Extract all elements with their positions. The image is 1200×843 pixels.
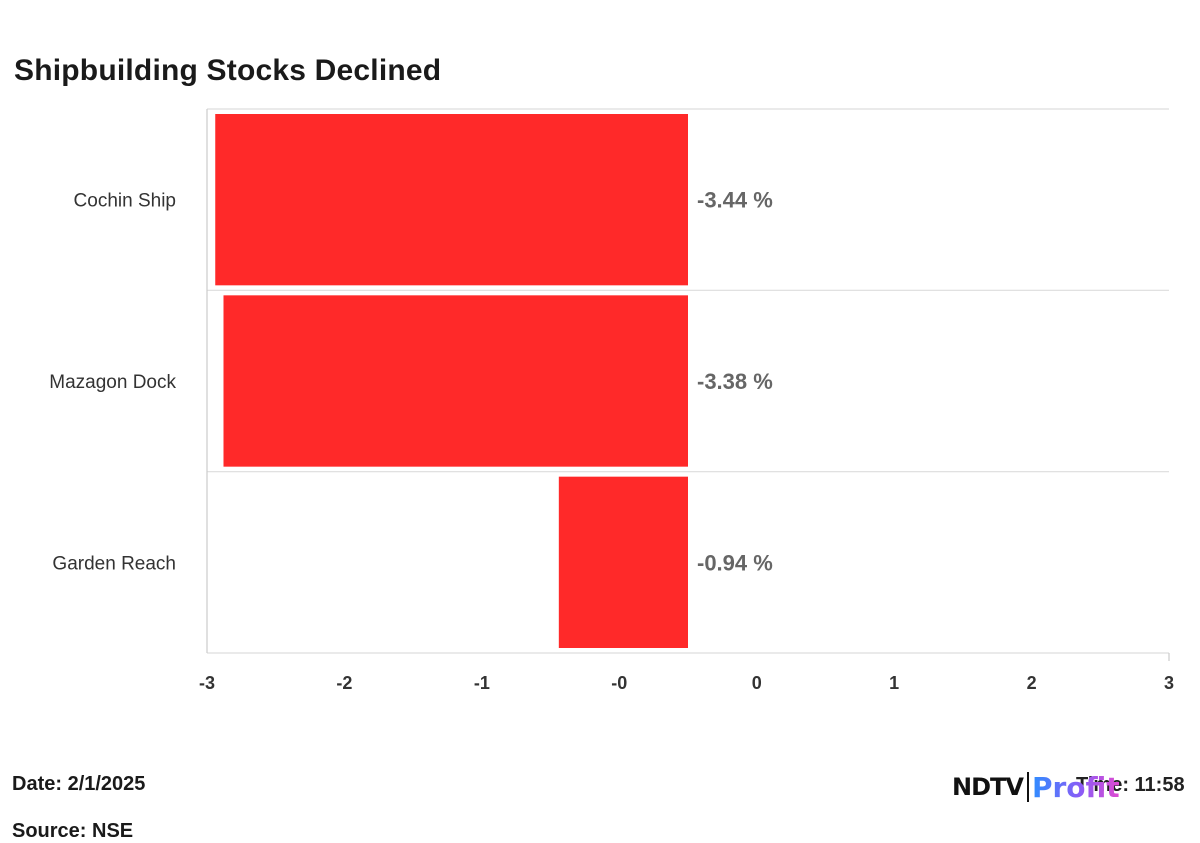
bar-cochin-ship — [215, 114, 688, 286]
chart-title: Shipbuilding Stocks Declined — [14, 54, 442, 87]
data-label: -3.44 % — [697, 188, 773, 213]
x-tick-label: -2 — [336, 673, 352, 693]
footer-date: Date: 2/1/2025 — [12, 773, 146, 795]
ndtv-profit-logo: NDTV Profit — [952, 770, 1120, 804]
x-tick-label: 3 — [1164, 673, 1174, 693]
data-label: -0.94 % — [697, 550, 773, 575]
x-tick-label: 0 — [752, 673, 762, 693]
x-tick-label: 1 — [889, 673, 899, 693]
footer-source: Source: NSE — [12, 820, 134, 842]
category-label: Garden Reach — [52, 553, 176, 574]
bar-mazagon-dock — [223, 295, 688, 467]
logo-divider — [1026, 772, 1029, 802]
bar-garden-reach — [558, 476, 688, 648]
x-tick-label: -1 — [474, 673, 490, 693]
logo-profit-text: Profit — [1031, 770, 1120, 804]
logo-ndtv-text: NDTV — [952, 773, 1024, 801]
x-tick-label: -3 — [199, 673, 215, 693]
bar-chart: Cochin Ship -3.44 % Mazagon Dock -3.38 % Gar… — [49, 108, 1174, 693]
x-tick-label: -0 — [611, 673, 627, 693]
x-tick-label: 2 — [1027, 673, 1037, 693]
footer-time: Time: 11:58 — [1076, 774, 1185, 796]
category-label: Cochin Ship — [74, 191, 176, 212]
category-label: Mazagon Dock — [49, 372, 176, 393]
data-label: -3.38 % — [697, 369, 773, 394]
